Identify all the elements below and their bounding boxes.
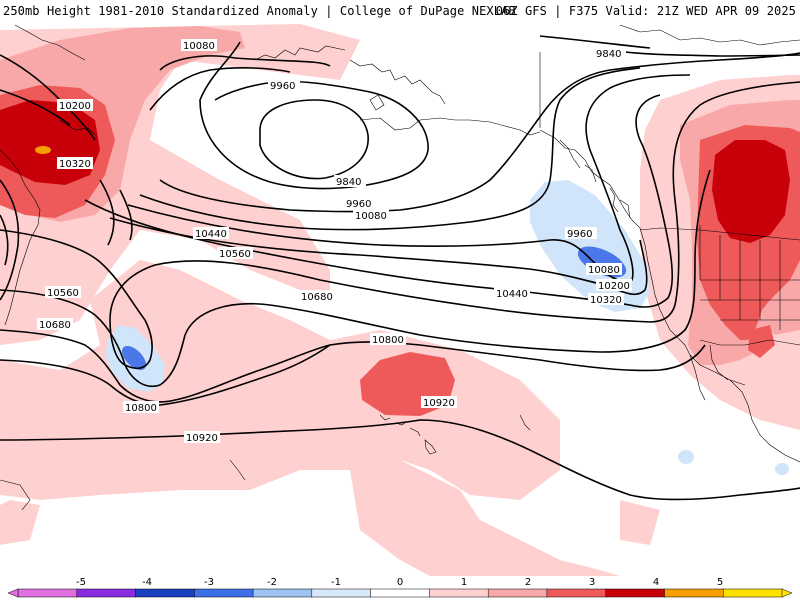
contour-label: 10800 [370,333,406,346]
contour-label: 10320 [57,157,93,170]
contour-label: 9840 [594,47,626,60]
colorbar-swatch [429,588,489,598]
colorbar-tick: -3 [204,577,214,588]
contour-label: 10080 [181,39,217,52]
colorbar-tick: 5 [717,577,723,588]
svg-text:9840: 9840 [596,49,621,60]
contour-label: 10560 [217,247,253,260]
colorbar-low-arrow [7,588,19,598]
colorbar-tick: 0 [397,577,403,588]
svg-text:10560: 10560 [219,249,251,260]
colorbar-swatch [76,588,137,598]
colorbar-tick: -5 [76,577,86,588]
svg-text:10920: 10920 [423,398,455,409]
contour-label: 10080 [353,209,389,222]
product-title: 250mb Height 1981-2010 Standardized Anom… [3,4,516,18]
svg-text:9960: 9960 [270,81,295,92]
colorbar-tick: 1 [461,577,467,588]
contour-label: 10080 [586,263,622,276]
svg-text:10680: 10680 [39,320,71,331]
colorbar-tick: -4 [142,577,152,588]
svg-text:10680: 10680 [301,292,333,303]
contour-label: 10440 [193,227,229,240]
colorbar-swatch [252,588,313,598]
svg-text:10080: 10080 [588,265,620,276]
svg-text:10200: 10200 [59,101,91,112]
svg-text:10440: 10440 [496,289,528,300]
colorbar-swatch [17,588,78,598]
contour-label: 9960 [268,79,300,92]
contour-label: 10680 [37,318,73,331]
colorbar-tick: -1 [331,577,341,588]
svg-text:10320: 10320 [590,295,622,306]
svg-text:10440: 10440 [195,229,227,240]
svg-text:9960: 9960 [567,229,592,240]
contour-label: 10800 [123,401,159,414]
colorbar-swatch [370,588,431,598]
svg-text:10920: 10920 [186,433,218,444]
plot-header: 250mb Height 1981-2010 Standardized Anom… [0,0,800,22]
colorbar-high-arrow [781,588,793,598]
colorbar-swatch [487,588,548,598]
svg-text:10800: 10800 [125,403,157,414]
coastlines [0,24,800,511]
contour-label: 10200 [57,99,93,112]
svg-text:10080: 10080 [183,41,215,52]
contour-label: 9960 [565,227,597,240]
colorbar-swatch [664,588,725,598]
colorbar-swatches [7,588,793,598]
colorbar-tick: 4 [653,577,659,588]
colorbar-swatch [194,588,254,598]
svg-text:10320: 10320 [59,159,91,170]
anomaly-colorbar: -5 -4 -3 -2 -1 0 1 2 3 4 5 [0,576,800,600]
svg-text:9840: 9840 [336,177,361,188]
svg-text:10560: 10560 [47,288,79,299]
colorbar-swatch [311,588,372,598]
colorbar-tick: 2 [525,577,531,588]
contour-label: 9960 [344,197,376,210]
colorbar-swatch [605,588,666,598]
svg-text:10800: 10800 [372,335,404,346]
colorbar-tick: 3 [589,577,595,588]
svg-text:9960: 9960 [346,199,371,210]
contour-label: 10560 [45,286,81,299]
colorbar-tick: -2 [267,577,277,588]
svg-text:10200: 10200 [598,281,630,292]
contour-label: 9840 [334,175,366,188]
colorbar-swatch [135,588,196,598]
anomaly-map: 10080 9840 9960 9840 9960 10080 10200 10… [0,24,800,576]
colorbar-swatch [546,588,607,598]
model-valid-time: 06Z GFS | F375 Valid: 21Z WED APR 09 202… [495,4,796,18]
contour-label: 10680 [299,290,335,303]
contour-label: 10200 [596,279,632,292]
colorbar-swatch [722,588,783,598]
contour-label: 10920 [421,396,457,409]
contour-labels: 10080 9840 9960 9840 9960 10080 10200 10… [37,39,632,444]
anomaly-shading-positive-peak [0,100,790,243]
contour-label: 10440 [494,287,530,300]
colorbar-tick-labels: -5 -4 -3 -2 -1 0 1 2 3 4 5 [76,577,723,588]
contour-label: 10320 [588,293,624,306]
svg-text:10080: 10080 [355,211,387,222]
contour-label: 10920 [184,431,220,444]
